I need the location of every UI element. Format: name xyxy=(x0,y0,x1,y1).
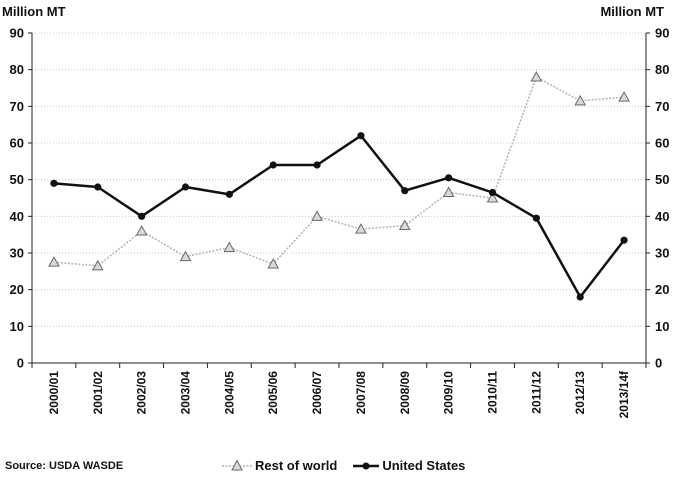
x-tick-label: 2005/06 xyxy=(266,371,280,415)
data-point-united-states xyxy=(357,132,365,140)
x-tick-label: 2006/07 xyxy=(310,371,324,415)
y-tick-label-right: 70 xyxy=(655,99,669,114)
data-point-rest-of-world xyxy=(618,91,630,102)
y-tick-label-left: 30 xyxy=(10,246,24,261)
x-tick-label: 2008/09 xyxy=(398,371,412,415)
legend-swatch-united-states xyxy=(353,462,380,469)
data-point-united-states xyxy=(620,236,628,244)
source-note: Source: USDA WASDE xyxy=(5,460,124,472)
y-tick-label-right: 80 xyxy=(655,62,669,77)
data-point-rest-of-world xyxy=(574,94,587,106)
y-tick-label-left: 70 xyxy=(10,99,24,114)
y-tick-label-left: 50 xyxy=(10,172,24,187)
y-tick-label-left: 10 xyxy=(10,319,24,334)
legend-label-united-states: United States xyxy=(382,458,466,473)
y-tick-label-right: 90 xyxy=(655,26,669,41)
x-tick-label: 2011/12 xyxy=(529,371,543,414)
legend-item-rest-of-world: Rest of world xyxy=(222,458,337,473)
x-tick-label: 2007/08 xyxy=(354,371,368,415)
y-tick-label-right: 60 xyxy=(655,136,669,151)
legend-swatch-rest-of-world xyxy=(222,458,252,470)
x-tick-label: 2002/03 xyxy=(135,371,149,415)
data-point-united-states xyxy=(269,161,277,169)
y-tick-label-left: 20 xyxy=(10,282,24,297)
series-line-united-states xyxy=(53,134,626,299)
x-tick-label: 2004/05 xyxy=(222,371,236,415)
data-point-rest-of-world xyxy=(530,70,543,82)
x-tick-label: 2010/11 xyxy=(486,371,500,414)
data-point-united-states xyxy=(401,187,409,195)
data-point-rest-of-world xyxy=(311,210,323,221)
y-tick-label-right: 10 xyxy=(655,319,669,334)
y-axis-unit-right: Million MT xyxy=(600,4,664,19)
y-tick-label-left: 90 xyxy=(10,26,24,41)
legend-label-rest-of-world: Rest of world xyxy=(255,458,338,473)
x-tick-label: 2000/01 xyxy=(47,371,61,415)
y-tick-label-left: 40 xyxy=(10,209,24,224)
x-tick-label: 2012/13 xyxy=(573,371,587,415)
x-tick-label: 2001/02 xyxy=(91,371,105,415)
legend-item-united-states: United States xyxy=(353,458,465,473)
data-point-rest-of-world xyxy=(355,223,367,234)
y-tick-label-left: 60 xyxy=(10,136,24,151)
y-tick-label-right: 40 xyxy=(655,209,669,224)
x-tick-label: 2013/14f xyxy=(617,370,631,418)
data-point-rest-of-world xyxy=(48,256,60,267)
data-point-united-states xyxy=(94,183,102,191)
data-point-united-states xyxy=(50,179,58,187)
y-tick-label-left: 0 xyxy=(17,356,24,371)
y-tick-label-right: 20 xyxy=(655,282,669,297)
x-tick-label: 2009/10 xyxy=(442,371,456,415)
data-point-united-states xyxy=(138,212,146,220)
data-point-rest-of-world xyxy=(442,186,455,197)
data-point-united-states xyxy=(225,190,233,198)
data-point-rest-of-world xyxy=(91,259,104,271)
y-tick-label-right: 30 xyxy=(655,246,669,261)
data-point-rest-of-world xyxy=(486,191,499,203)
y-tick-label-right: 0 xyxy=(655,356,662,371)
y-axis-unit-left: Million MT xyxy=(2,4,66,19)
data-point-united-states xyxy=(313,161,321,169)
data-point-united-states xyxy=(576,293,584,301)
data-point-united-states xyxy=(532,214,540,222)
legend: Rest of world United States xyxy=(222,458,465,473)
data-point-rest-of-world xyxy=(267,257,280,269)
data-point-united-states xyxy=(181,183,190,191)
data-point-rest-of-world xyxy=(179,250,192,262)
data-point-rest-of-world xyxy=(135,224,148,236)
y-tick-label-right: 50 xyxy=(655,172,669,187)
data-point-rest-of-world xyxy=(223,241,236,252)
series-line-rest-of-world xyxy=(53,75,625,267)
data-point-rest-of-world xyxy=(398,219,411,230)
data-point-united-states xyxy=(488,188,497,197)
data-point-united-states xyxy=(445,174,453,182)
x-tick-label: 2003/04 xyxy=(179,371,193,415)
y-tick-label-left: 80 xyxy=(10,62,24,77)
